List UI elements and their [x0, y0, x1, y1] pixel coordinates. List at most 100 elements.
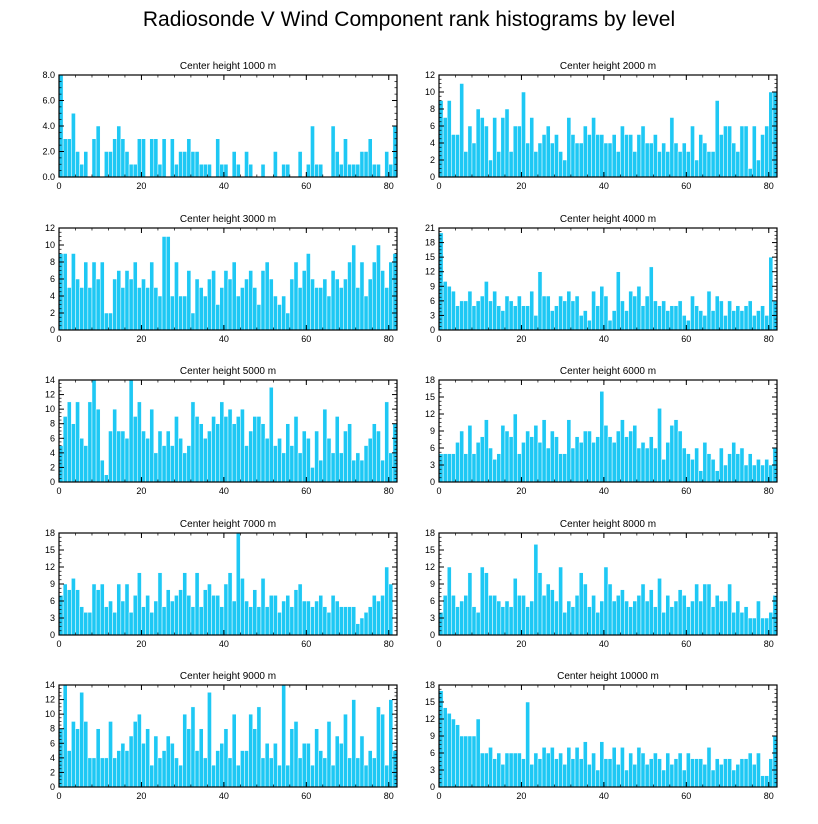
- histogram-bar: [475, 612, 481, 636]
- histogram-bar: [297, 757, 303, 788]
- histogram-bar: [248, 713, 253, 788]
- histogram-bar: [219, 401, 225, 483]
- histogram-bar: [334, 600, 340, 636]
- panel-title: Center height 1000 m: [180, 61, 276, 72]
- histogram-bar: [615, 595, 621, 636]
- histogram-bar: [314, 164, 319, 178]
- histogram-bar: [66, 138, 72, 178]
- x-tick-label: 0: [56, 791, 61, 801]
- histogram-bar: [698, 470, 704, 483]
- histogram-bar: [677, 752, 683, 788]
- histogram-bar: [95, 589, 101, 636]
- histogram-bar: [132, 595, 138, 636]
- histogram-bar: [591, 442, 596, 483]
- histogram-bar: [446, 100, 452, 178]
- histogram-bar: [95, 278, 101, 331]
- histogram-bar: [203, 757, 208, 788]
- histogram-bar: [583, 310, 588, 331]
- y-tick-label: 0: [430, 630, 435, 640]
- histogram-bar: [574, 436, 580, 483]
- histogram-bar: [541, 595, 547, 636]
- histogram-bar: [521, 442, 526, 483]
- histogram-bar: [743, 758, 749, 788]
- histogram-bar: [301, 270, 307, 331]
- histogram-bar: [161, 750, 167, 788]
- histogram-bar: [636, 447, 642, 483]
- histogram-bar: [137, 401, 142, 483]
- histogram-bar: [752, 764, 757, 788]
- x-tick-label: 20: [516, 639, 526, 649]
- panel-title: Center height 10000 m: [557, 671, 659, 682]
- histogram-bar: [471, 735, 477, 788]
- histogram-bar: [438, 612, 444, 636]
- y-tick-label: 10: [425, 87, 435, 97]
- histogram-bar: [104, 312, 109, 331]
- histogram-bar: [492, 595, 497, 636]
- histogram-bar: [372, 164, 377, 178]
- x-tick-label: 40: [219, 639, 229, 649]
- histogram-bar: [314, 287, 319, 331]
- y-tick-label: 0: [430, 172, 435, 182]
- histogram-bar: [215, 138, 221, 178]
- histogram-bar: [293, 721, 299, 788]
- histogram-bar: [463, 151, 469, 178]
- histogram-bar: [471, 305, 477, 331]
- histogram-bar: [702, 142, 708, 178]
- histogram-bar: [525, 305, 530, 331]
- histogram-bar: [277, 764, 282, 788]
- histogram-bar: [120, 430, 126, 483]
- histogram-bar: [731, 612, 737, 636]
- y-tick-label: 2: [50, 462, 55, 472]
- x-tick-label: 20: [136, 639, 146, 649]
- histogram-bar: [719, 134, 724, 178]
- histogram-bar: [87, 287, 93, 331]
- histogram-bar: [558, 453, 563, 483]
- x-tick-label: 80: [384, 334, 394, 344]
- histogram-bar: [504, 108, 510, 178]
- histogram-bar: [455, 305, 460, 331]
- histogram-bar: [66, 750, 72, 788]
- histogram-bar: [562, 159, 568, 178]
- y-tick-label: 6: [430, 443, 435, 453]
- histogram-bar: [488, 159, 493, 178]
- histogram-bar: [644, 295, 650, 331]
- histogram-bar: [587, 134, 592, 178]
- histogram-bar: [277, 304, 282, 331]
- histogram-bar: [207, 278, 212, 331]
- histogram-panel: Center height 3000 m 0 20 40 60 80 0 2 4 6 8 10 12: [45, 214, 398, 344]
- x-tick-label: 40: [219, 334, 229, 344]
- x-tick-label: 0: [436, 181, 441, 191]
- histogram-bar: [174, 416, 179, 483]
- histogram-bar: [219, 287, 225, 331]
- histogram-bar: [710, 459, 716, 483]
- histogram-bar: [108, 430, 113, 483]
- histogram-bar: [657, 305, 662, 331]
- histogram-bar: [240, 578, 245, 636]
- histogram-bar: [719, 600, 724, 636]
- histogram-bar: [244, 750, 249, 788]
- histogram-bar: [517, 595, 522, 636]
- histogram-bar: [566, 747, 572, 788]
- histogram-panel: Center height 9000 m 0 20 40 60 80 0 2 4 6 8 10 12 14: [45, 671, 398, 801]
- histogram-bar: [719, 447, 724, 483]
- histogram-bar: [648, 436, 654, 483]
- histogram-panel: Center height 8000 m 0 20 40 60 80 0 3 6 9 12 15 18: [425, 519, 778, 649]
- x-tick-label: 0: [436, 486, 441, 496]
- histogram-bar: [240, 750, 245, 788]
- histogram-bar: [289, 606, 295, 636]
- histogram-bar: [500, 764, 506, 788]
- histogram-bar: [161, 606, 167, 636]
- y-tick-label: 0: [430, 325, 435, 335]
- histogram-bar: [463, 300, 469, 331]
- x-tick-label: 80: [764, 486, 774, 496]
- histogram-bar: [252, 416, 258, 483]
- histogram-bar: [488, 300, 493, 331]
- histogram-bar: [446, 566, 452, 636]
- histogram-bar: [504, 295, 510, 331]
- x-tick-label: 80: [384, 486, 394, 496]
- histogram-bar: [339, 164, 344, 178]
- histogram-bar: [91, 261, 97, 331]
- histogram-bar: [578, 315, 584, 331]
- histogram-bar: [190, 401, 196, 483]
- histogram-bar: [562, 453, 568, 483]
